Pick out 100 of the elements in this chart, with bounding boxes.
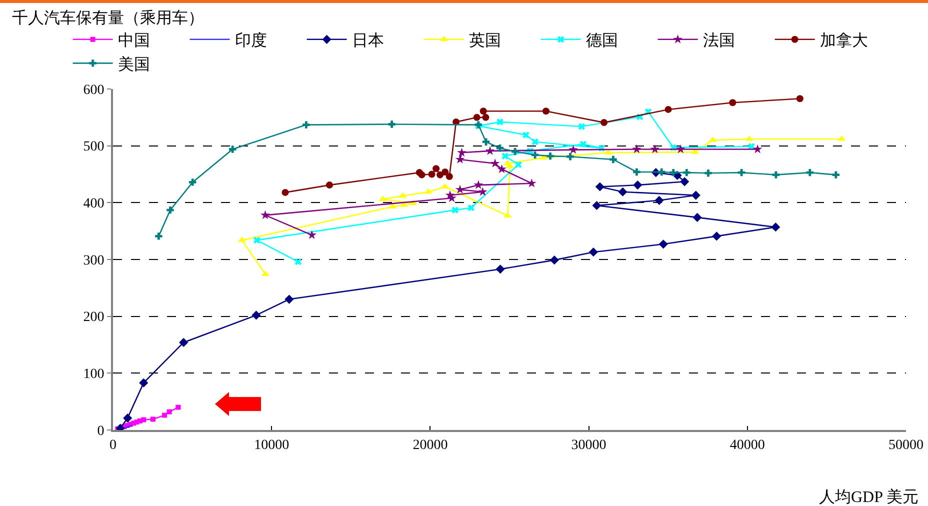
point bbox=[654, 196, 664, 205]
point bbox=[228, 146, 236, 153]
x-tick-label: 40000 bbox=[730, 438, 765, 453]
point bbox=[531, 151, 539, 159]
point bbox=[446, 173, 453, 180]
point bbox=[806, 168, 814, 176]
point bbox=[796, 95, 804, 102]
point bbox=[166, 206, 174, 214]
point bbox=[457, 148, 466, 157]
point bbox=[568, 144, 578, 154]
point bbox=[253, 236, 260, 244]
point bbox=[141, 417, 146, 422]
legend-label: 中国 bbox=[118, 32, 150, 50]
point bbox=[294, 258, 302, 266]
x-tick-label: 0 bbox=[110, 438, 116, 453]
point bbox=[326, 182, 333, 189]
point bbox=[424, 188, 432, 194]
point bbox=[738, 168, 746, 176]
point bbox=[162, 412, 168, 418]
point bbox=[474, 180, 484, 190]
point bbox=[595, 182, 604, 192]
y-tick-label: 400 bbox=[83, 196, 104, 212]
point bbox=[496, 144, 504, 152]
point bbox=[691, 190, 700, 200]
x-tick-label: 20000 bbox=[412, 438, 448, 453]
point bbox=[658, 240, 668, 249]
point bbox=[261, 270, 270, 276]
y-tick-label: 200 bbox=[83, 310, 104, 326]
y-axis-title: 千人汽车保有量（乘用车） bbox=[12, 9, 204, 27]
point bbox=[482, 138, 490, 146]
point bbox=[282, 188, 289, 196]
point bbox=[670, 168, 677, 176]
point bbox=[704, 170, 712, 177]
point bbox=[302, 121, 310, 128]
x-tick-label: 50000 bbox=[888, 438, 924, 453]
point bbox=[578, 123, 586, 130]
point bbox=[514, 161, 522, 168]
point bbox=[150, 416, 156, 422]
point bbox=[592, 200, 602, 210]
point bbox=[729, 99, 736, 106]
point bbox=[436, 171, 444, 178]
point bbox=[398, 192, 407, 198]
point bbox=[832, 171, 840, 178]
point bbox=[478, 186, 488, 196]
point bbox=[658, 168, 666, 176]
point bbox=[542, 108, 550, 115]
point bbox=[632, 144, 642, 154]
x-axis-title: 人均GDP 美元 bbox=[819, 488, 918, 506]
point bbox=[418, 171, 426, 178]
y-tick-label: 500 bbox=[83, 140, 104, 155]
point bbox=[442, 168, 449, 176]
point bbox=[455, 184, 465, 194]
legend-label: 日本 bbox=[352, 32, 384, 50]
legend-label: 法国 bbox=[702, 32, 735, 50]
point bbox=[497, 164, 506, 174]
point bbox=[252, 310, 261, 320]
point bbox=[189, 178, 196, 186]
x-tick-label: 10000 bbox=[254, 438, 290, 453]
point bbox=[432, 165, 440, 172]
point bbox=[580, 140, 587, 148]
point bbox=[664, 106, 672, 113]
point bbox=[692, 212, 702, 222]
point bbox=[388, 120, 396, 128]
point bbox=[610, 156, 617, 164]
legend-label: 美国 bbox=[118, 55, 150, 74]
point bbox=[600, 119, 608, 126]
legend-label: 加拿大 bbox=[820, 32, 868, 50]
y-tick-label: 300 bbox=[83, 253, 104, 268]
point bbox=[468, 204, 475, 212]
point bbox=[633, 168, 640, 176]
point bbox=[633, 180, 642, 190]
point bbox=[155, 232, 162, 240]
point bbox=[485, 146, 495, 155]
point bbox=[496, 264, 505, 274]
point bbox=[522, 132, 530, 138]
y-tick-label: 100 bbox=[83, 367, 104, 382]
point bbox=[139, 378, 148, 388]
point bbox=[588, 248, 598, 257]
point bbox=[480, 108, 487, 115]
y-tick-label: 0 bbox=[97, 424, 104, 439]
point bbox=[179, 338, 188, 348]
point bbox=[650, 144, 660, 154]
point bbox=[166, 409, 172, 414]
point bbox=[176, 404, 181, 410]
y-tick-label: 600 bbox=[83, 82, 104, 98]
point bbox=[490, 158, 500, 168]
point bbox=[473, 114, 480, 121]
point bbox=[618, 187, 628, 196]
point bbox=[502, 152, 508, 160]
point bbox=[532, 138, 538, 146]
point bbox=[452, 206, 458, 214]
legend-label: 德国 bbox=[586, 32, 618, 50]
point bbox=[496, 118, 504, 126]
point bbox=[445, 190, 455, 200]
x-tick-label: 30000 bbox=[571, 438, 606, 453]
point bbox=[712, 232, 722, 241]
point bbox=[752, 144, 762, 154]
point bbox=[260, 210, 270, 220]
point bbox=[527, 178, 536, 188]
point bbox=[683, 168, 690, 176]
